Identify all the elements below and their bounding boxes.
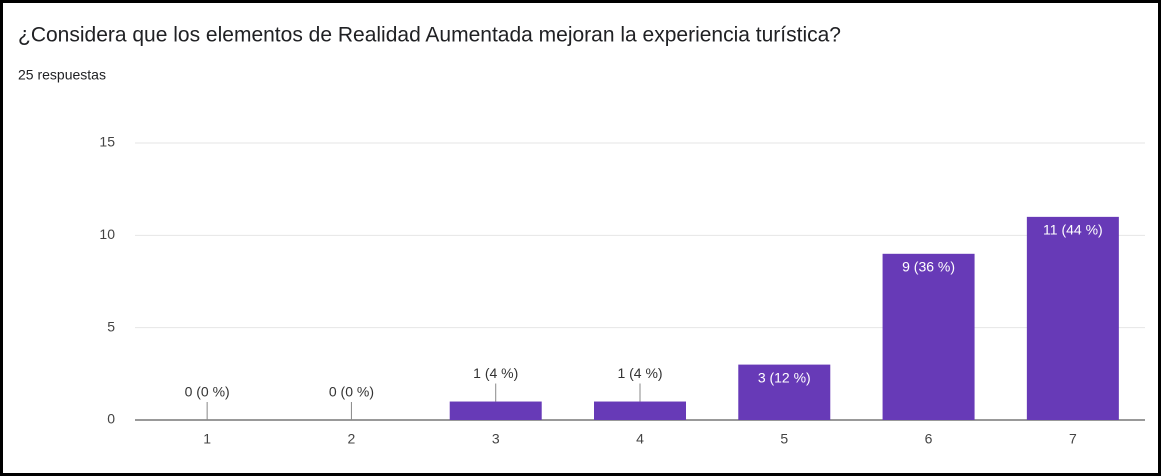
y-tick-label: 10: [99, 226, 115, 242]
chart-subtitle: 25 respuestas: [18, 67, 106, 83]
x-tick-label: 3: [492, 431, 500, 447]
bar: [449, 401, 542, 420]
data-label: 1 (4 %): [617, 365, 662, 381]
bar: [1026, 216, 1119, 420]
bar: [594, 401, 686, 420]
x-tick-label: 6: [925, 431, 933, 447]
x-tick-label: 7: [1069, 431, 1077, 447]
bar: [882, 253, 975, 420]
data-label: 1 (4 %): [473, 365, 518, 381]
x-tick-label: 2: [348, 431, 356, 447]
x-tick-label: 1: [203, 431, 211, 447]
y-tick-label: 5: [107, 318, 115, 334]
y-tick-label: 0: [107, 411, 115, 427]
data-label: 9 (36 %): [902, 259, 955, 275]
x-tick-label: 5: [780, 431, 788, 447]
bar: [738, 364, 831, 420]
data-label: 0 (0 %): [185, 384, 230, 400]
data-label: 0 (0 %): [329, 384, 374, 400]
y-tick-label: 15: [99, 134, 115, 150]
data-label: 11 (44 %): [1043, 222, 1103, 238]
data-label: 3 (12 %): [758, 369, 811, 385]
x-tick-label: 4: [636, 431, 644, 447]
chart-title: ¿Considera que los elementos de Realidad…: [18, 24, 841, 47]
